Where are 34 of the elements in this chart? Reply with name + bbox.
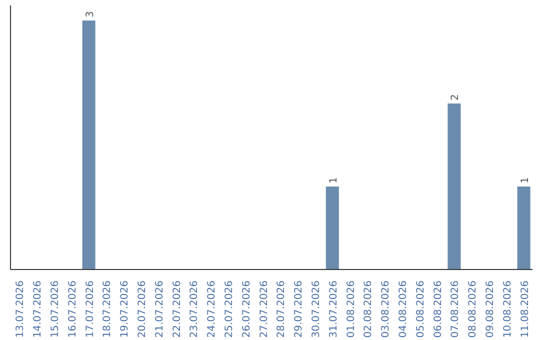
x-tick-label: 26.07.2026	[241, 280, 252, 338]
x-tick-label: 01.08.2026	[346, 280, 357, 338]
data-label: 3	[84, 11, 96, 18]
x-tick-label: 21.07.2026	[154, 280, 166, 338]
x-tick-label: 09.08.2026	[485, 280, 496, 338]
x-tick-label: 18.07.2026	[102, 280, 114, 338]
x-tick-label: 29.07.2026	[294, 280, 305, 338]
x-tick-label: 23.07.2026	[189, 280, 200, 338]
x-tick-label: 16.07.2026	[67, 280, 78, 338]
data-label: 2	[450, 94, 462, 100]
x-tick-label: 15.07.2026	[50, 280, 61, 338]
x-tick-label: 08.08.2026	[468, 280, 479, 338]
x-tick-label: 11.08.2026	[520, 280, 531, 338]
x-tick-label: 24.07.2026	[206, 280, 218, 338]
x-tick-label: 20.07.2026	[137, 280, 148, 338]
x-tick-label: 28.07.2026	[276, 280, 288, 338]
x-tick-label: 06.08.2026	[432, 280, 444, 338]
x-tick-label: 07.08.2026	[450, 280, 462, 338]
x-tick-label: 31.07.2026	[328, 280, 340, 338]
data-label: 1	[328, 177, 340, 184]
x-tick-label: 10.08.2026	[502, 280, 514, 338]
x-tick-label: 25.07.2026	[224, 280, 235, 338]
x-tick-label: 05.08.2026	[415, 280, 426, 338]
x-tick-label: 19.07.2026	[120, 280, 131, 338]
x-tick-label: 17.07.2026	[84, 280, 96, 338]
x-tick-label: 13.07.2026	[15, 280, 26, 338]
x-tick-label: 22.07.2026	[172, 280, 183, 338]
x-tick-label: 02.08.2026	[363, 280, 374, 338]
x-tick-label: 14.07.2026	[32, 280, 44, 338]
data-label: 1	[520, 177, 531, 184]
x-tick-label: 04.08.2026	[398, 280, 409, 338]
x-tick-label: 30.07.2026	[311, 280, 322, 338]
x-tick-label: 03.08.2026	[380, 280, 392, 338]
x-tick-label: 27.07.2026	[258, 280, 270, 338]
